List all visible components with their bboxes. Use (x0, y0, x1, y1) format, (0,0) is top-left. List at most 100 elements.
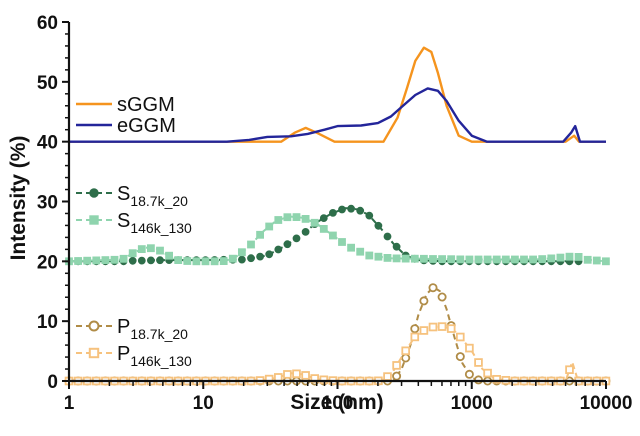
legend-entry: eGGM (76, 115, 176, 137)
data-point (292, 234, 301, 243)
data-point (110, 255, 119, 264)
data-point (383, 372, 392, 381)
legend-marker (88, 320, 100, 332)
data-point (511, 255, 519, 264)
legend-entry: P18.7k_20 (76, 316, 188, 342)
legend-label: S146k_130 (117, 210, 192, 236)
data-point (420, 254, 428, 263)
data-point (465, 255, 474, 264)
data-point (101, 256, 110, 265)
data-point (256, 252, 265, 261)
data-point (156, 246, 164, 255)
data-point (474, 255, 483, 264)
data-point (437, 292, 447, 302)
data-point (156, 256, 164, 265)
legend-marker (89, 215, 99, 225)
data-point (392, 371, 402, 381)
data-point (310, 218, 319, 227)
data-point (92, 256, 101, 265)
y-tick-label: 30 (37, 193, 58, 214)
legend-label: S18.7k_20 (117, 183, 188, 209)
data-point (273, 373, 283, 382)
x-axis-title: Size (nm) (290, 391, 383, 414)
data-point (119, 254, 128, 263)
data-point (437, 322, 447, 331)
data-point (574, 253, 583, 261)
x-tick-label: 10 (193, 393, 214, 414)
data-point (538, 255, 547, 263)
data-point (447, 255, 456, 264)
data-point (383, 254, 392, 262)
data-point (374, 252, 383, 261)
data-point (392, 254, 401, 263)
data-point (174, 256, 183, 265)
data-point (483, 255, 492, 264)
data-point (401, 353, 411, 363)
data-point (201, 257, 210, 266)
data-point (74, 257, 82, 265)
data-point (483, 368, 492, 378)
data-point (338, 205, 346, 214)
data-point (428, 283, 438, 293)
data-point (455, 352, 465, 362)
data-point (283, 240, 292, 249)
data-point (274, 216, 283, 224)
y-tick-label: 20 (37, 252, 58, 273)
y-tick-label: 40 (37, 133, 58, 154)
legend-entry: S146k_130 (76, 210, 192, 236)
data-point (592, 256, 601, 265)
data-point (465, 343, 474, 353)
data-point (401, 254, 410, 263)
data-point (365, 251, 374, 260)
data-point (238, 248, 246, 257)
data-point (283, 370, 292, 379)
legend-marker (89, 188, 99, 198)
data-point (147, 244, 155, 253)
data-point (256, 230, 265, 239)
data-point (292, 369, 301, 379)
data-point (556, 253, 565, 262)
legend-label: P18.7k_20 (117, 316, 188, 342)
data-point (210, 257, 219, 266)
data-point (583, 255, 592, 264)
legend-label: P146k_130 (117, 343, 192, 369)
y-tick-label: 50 (37, 73, 58, 94)
x-tick-label: 100 (322, 393, 354, 414)
data-point (274, 245, 283, 254)
data-point (137, 245, 146, 253)
data-point (419, 296, 429, 306)
data-point (319, 225, 328, 233)
data-point (301, 215, 310, 223)
legend-marker (88, 347, 100, 359)
data-point (410, 324, 420, 334)
data-point (238, 255, 246, 264)
data-point (228, 254, 237, 263)
data-point (347, 204, 356, 213)
data-point (429, 255, 437, 263)
data-point (410, 254, 419, 263)
series-line (69, 87, 606, 143)
data-point (283, 213, 292, 222)
data-point (83, 256, 92, 265)
data-point (602, 257, 610, 266)
data-point (565, 365, 574, 374)
data-point (446, 324, 456, 333)
data-point (392, 361, 401, 370)
data-point (247, 240, 255, 249)
x-tick-label: 10000 (580, 393, 633, 414)
data-point (356, 206, 365, 215)
data-point (374, 221, 383, 230)
data-point (301, 228, 310, 236)
data-point (347, 243, 356, 252)
legend-entry: S18.7k_20 (76, 183, 188, 209)
data-point (183, 257, 192, 265)
data-point (529, 255, 538, 264)
y-tick-label: 0 (47, 372, 58, 393)
legend-label: sGGM (117, 94, 175, 116)
data-point (165, 251, 173, 260)
data-point (128, 249, 137, 258)
data-point (547, 254, 556, 263)
data-point (501, 255, 510, 264)
